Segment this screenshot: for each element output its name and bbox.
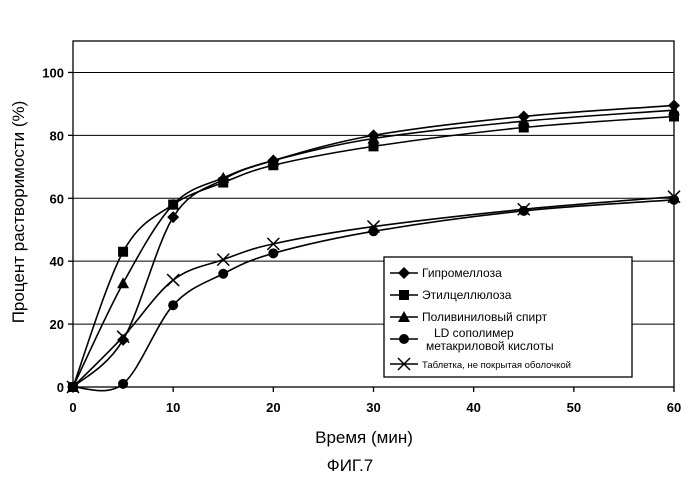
x-tick-label: 50 — [567, 400, 581, 415]
data-point — [669, 111, 679, 122]
x-tick-label: 30 — [366, 400, 380, 415]
legend-label: Этилцеллюлоза — [422, 288, 512, 302]
data-point — [167, 211, 180, 224]
data-point — [518, 122, 529, 133]
x-tick-label: 10 — [166, 400, 180, 415]
data-point — [217, 171, 230, 183]
data-point — [167, 198, 180, 210]
data-point — [668, 104, 680, 116]
y-axis-title: Процент растворимости (%) — [9, 101, 28, 324]
x-marker-stroke — [266, 237, 280, 251]
legend-marker — [398, 267, 410, 279]
x-marker-stroke — [667, 190, 681, 204]
legend-marker — [399, 290, 409, 300]
data-point — [66, 380, 80, 394]
data-point — [168, 300, 179, 311]
y-tick-label: 0 — [57, 380, 64, 395]
legend-marker — [399, 334, 409, 344]
x-marker-stroke — [116, 330, 130, 344]
data-point — [117, 333, 130, 346]
y-tick-label: 100 — [42, 65, 64, 80]
y-tick-label: 40 — [50, 254, 64, 269]
x-marker-stroke — [216, 253, 230, 267]
legend-label: Поливиниловый спирт — [422, 310, 548, 324]
data-point — [118, 378, 129, 389]
tick-labels: 0 20 40 60 80 100 0 10 20 30 40 50 60 — [42, 65, 681, 415]
series-4 — [68, 194, 679, 392]
data-point — [117, 277, 130, 289]
data-point — [267, 154, 280, 166]
data-point — [667, 190, 681, 204]
x-tick-label: 60 — [667, 400, 681, 415]
data-point — [368, 141, 379, 152]
x-marker-stroke — [66, 380, 80, 394]
legend-label: метакриловой кислоты — [426, 339, 554, 353]
data-point — [118, 246, 129, 257]
legend-label: LD сополимер — [434, 326, 514, 340]
y-tick-label: 20 — [50, 317, 64, 332]
x-marker-stroke — [166, 273, 180, 287]
legend-marker — [398, 311, 410, 322]
legend-label: Гипромеллоза — [422, 266, 502, 280]
data-point — [517, 115, 530, 127]
y-tick-label: 60 — [50, 191, 64, 206]
x-marker-stroke — [397, 357, 411, 371]
x-marker-stroke — [366, 220, 381, 234]
x-tick-label: 40 — [466, 400, 480, 415]
data-point — [216, 253, 230, 267]
x-marker-stroke — [517, 202, 531, 216]
data-point — [116, 330, 130, 344]
figure-caption: ФИГ.7 — [326, 456, 374, 475]
series-lines — [66, 99, 681, 394]
data-point — [166, 273, 180, 287]
x-tick-label: 0 — [69, 400, 76, 415]
y-tick-label: 80 — [50, 128, 64, 143]
legend-box — [383, 256, 633, 378]
series-3 — [67, 104, 680, 392]
data-point — [517, 202, 531, 216]
x-axis-title: Время (мин) — [315, 428, 413, 447]
data-point — [266, 237, 280, 251]
legend-label: Таблетка, не покрытая оболочкой — [422, 360, 571, 371]
legend-marker — [397, 357, 411, 371]
data-point — [367, 132, 380, 144]
data-point — [218, 268, 229, 279]
data-point — [268, 248, 279, 259]
x-tick-label: 20 — [266, 400, 280, 415]
legend: Гипромеллоза Этилцеллюлоза Поливиниловый с… — [383, 256, 633, 378]
data-point — [518, 205, 529, 216]
series-5 — [66, 190, 681, 394]
data-point — [366, 220, 381, 234]
